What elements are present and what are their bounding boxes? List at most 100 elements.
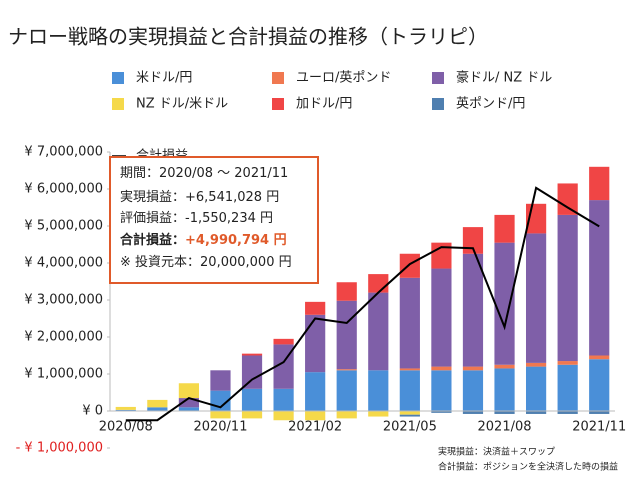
legend-label: ユーロ/英ポンド: [296, 71, 391, 86]
legend-label: 英ポンド/円: [456, 97, 525, 112]
y-tick-label: - ¥ 1,000,000: [16, 441, 103, 456]
bar: [273, 338, 294, 345]
bar: [399, 411, 420, 415]
bar: [273, 388, 294, 411]
bar: [525, 362, 547, 367]
legend-swatch: [112, 98, 124, 110]
annotation-value: 2020/08 ～ 2021/11: [159, 166, 288, 181]
y-tick-label: ¥ 1,000,000: [24, 367, 103, 382]
legend-swatch: [432, 72, 444, 84]
bar: [336, 300, 357, 370]
x-tick-label: 2021/11: [572, 420, 626, 435]
chart-title: ナロー戦略の実現損益と合計損益の推移（トラリピ）: [8, 25, 488, 49]
bar: [368, 411, 389, 417]
bar: [336, 369, 357, 371]
bar: [210, 411, 231, 419]
annotation-label: 実現損益：: [120, 189, 185, 205]
bar: [273, 411, 294, 421]
bar: [336, 282, 357, 301]
bar: [305, 411, 326, 421]
annotation-label: ※ 投資元本：: [120, 254, 200, 270]
footnote: 合計損益：ポジションを全決済した時の損益: [438, 461, 618, 473]
legend-swatch: [112, 72, 124, 84]
x-tick-label: 2021/02: [288, 420, 342, 435]
bar: [525, 411, 547, 414]
bar: [399, 368, 420, 371]
bar: [557, 214, 578, 362]
bar: [431, 370, 452, 411]
y-tick-label: ¥ 2,000,000: [24, 330, 103, 345]
y-tick-label: ¥ 0: [82, 404, 103, 419]
annotation-label: 合計損益：: [120, 232, 185, 248]
annotation-line: 期間：2020/08 ～ 2021/11: [120, 166, 288, 181]
bar: [210, 370, 231, 391]
bar: [147, 407, 168, 411]
legend-label: 豪ドル/ NZ ドル: [456, 70, 552, 86]
y-tick-label: ¥ 3,000,000: [24, 293, 103, 308]
bar: [305, 301, 326, 315]
footnote: 実現損益：決済益＋スワップ: [438, 446, 555, 458]
bar: [525, 366, 547, 411]
total-line: [125, 186, 600, 422]
bar: [494, 364, 515, 369]
bar: [431, 366, 452, 371]
bar: [399, 370, 420, 411]
bar: [462, 411, 484, 414]
bar: [399, 253, 420, 278]
bar: [399, 414, 420, 417]
bar: [431, 411, 452, 413]
y-tick-label: ¥ 7,000,000: [24, 145, 103, 160]
annotation-line: ※ 投資元本：20,000,000 円: [120, 254, 292, 270]
bar: [494, 214, 515, 243]
legend-label: NZ ドル/米ドル: [136, 97, 228, 112]
bar: [557, 361, 578, 365]
bar: [431, 268, 452, 367]
bar: [589, 200, 610, 356]
bar: [368, 292, 389, 371]
annotation-value: +6,541,028 円: [185, 190, 279, 205]
y-tick-label: ¥ 4,000,000: [24, 256, 103, 271]
bar: [494, 368, 515, 411]
legend-label: 加ドル/円: [296, 97, 352, 112]
annotation-line: 実現損益：+6,541,028 円: [120, 189, 279, 205]
annotation-line: 評価損益：-1,550,234 円: [120, 211, 273, 226]
bar: [336, 370, 357, 411]
bar: [241, 388, 263, 411]
bar: [494, 411, 515, 414]
x-tick-label: 2021/05: [383, 420, 437, 435]
annotation-value: +4,990,794 円: [185, 233, 287, 248]
bar: [589, 359, 610, 411]
bar: [368, 370, 389, 411]
bar: [305, 372, 326, 411]
bar: [336, 411, 357, 419]
bar: [525, 233, 547, 363]
bar: [557, 364, 578, 411]
bar: [462, 366, 484, 371]
bar: [494, 242, 515, 365]
annotation-box: [109, 156, 319, 284]
annotation-label: 期間：: [120, 166, 159, 181]
legend-swatch: [272, 72, 284, 84]
bar: [399, 277, 420, 369]
bar: [462, 370, 484, 411]
bar: [368, 274, 389, 293]
bar: [147, 399, 168, 408]
annotation-line: 合計損益：+4,990,794 円: [120, 232, 287, 248]
x-tick-label: 2020/11: [193, 420, 247, 435]
bar: [557, 183, 578, 215]
x-tick-label: 2021/08: [478, 420, 532, 435]
bar: [241, 411, 263, 419]
annotation-label: 評価損益：: [120, 211, 185, 226]
legend-label: 米ドル/円: [136, 71, 192, 86]
bar: [178, 383, 200, 399]
bar: [241, 355, 263, 389]
bar: [589, 166, 610, 201]
bar: [115, 406, 136, 410]
annotation-value: 20,000,000 円: [200, 255, 292, 270]
bar: [178, 407, 200, 411]
x-tick-label: 2020/08: [99, 420, 153, 435]
bar: [557, 411, 578, 414]
bar: [462, 253, 484, 367]
y-tick-label: ¥ 5,000,000: [24, 219, 103, 234]
